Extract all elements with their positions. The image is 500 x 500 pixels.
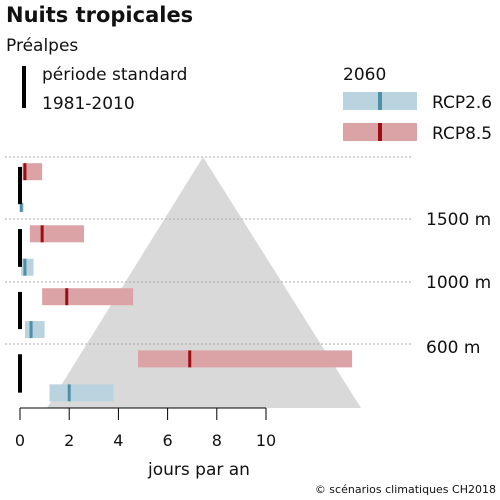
- band-2-reference: [18, 291, 22, 330]
- legend-rcp85-median: [378, 123, 382, 141]
- band-3-reference: [18, 354, 22, 393]
- band-2-rcp85-median: [65, 288, 69, 306]
- legend-reference-label-2: 1981-2010: [42, 94, 135, 114]
- legend-reference-mark: [22, 66, 26, 108]
- copyright-text: © scénarios climatiques CH2018: [315, 483, 496, 496]
- legend-future-title: 2060: [343, 65, 386, 85]
- elevation-label-600: 600 m: [426, 338, 480, 358]
- mountain-shape: [47, 157, 361, 408]
- x-axis-label: jours par an: [147, 460, 250, 480]
- x-tick-label-4: 4: [113, 431, 123, 450]
- band-1-rcp85-range: [29, 225, 84, 243]
- band-2-rcp26-median: [29, 321, 33, 339]
- chart-subtitle: Préalpes: [6, 36, 78, 56]
- band-2-rcp26-range: [24, 321, 45, 339]
- band-1-rcp85-median: [40, 225, 44, 243]
- chart-title: Nuits tropicales: [6, 3, 193, 27]
- x-tick-label-6: 6: [163, 431, 173, 450]
- band-3-rcp85-median: [188, 350, 192, 368]
- data-bands: [18, 163, 353, 402]
- band-1-rcp26-median: [23, 258, 27, 276]
- band-3-rcp26-median: [67, 384, 71, 402]
- legend-rcp85-label: RCP8.5: [432, 124, 492, 144]
- band-3-rcp26-range: [49, 384, 114, 402]
- x-tick-label-10: 10: [256, 431, 276, 450]
- x-axis-ticks: 0 2 4 6 8 10: [15, 408, 276, 450]
- legend-rcp26-median: [378, 92, 382, 110]
- elevation-label-1000: 1000 m: [426, 273, 491, 293]
- band-3-rcp85-range: [138, 350, 353, 368]
- band-0-rcp85-range: [22, 163, 43, 181]
- x-tick-label-2: 2: [64, 431, 74, 450]
- band-0-rcp26-median: [19, 202, 23, 212]
- band-0-reference: [18, 166, 22, 205]
- band-0-rcp85-median: [23, 163, 27, 181]
- band-1-rcp26-range: [21, 258, 34, 276]
- band-2-rcp85-range: [42, 288, 134, 306]
- x-tick-label-8: 8: [212, 431, 222, 450]
- elevation-label-1500: 1500 m: [426, 210, 491, 230]
- legend-reference-label-1: période standard: [42, 65, 187, 85]
- x-tick-label-0: 0: [15, 431, 25, 450]
- band-1-reference: [18, 229, 22, 267]
- legend-rcp26-label: RCP2.6: [432, 93, 492, 113]
